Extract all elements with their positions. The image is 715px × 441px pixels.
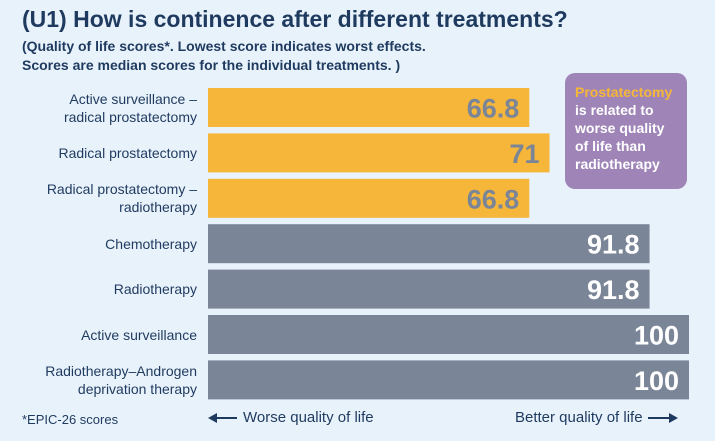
bar-value-label-1: 71 — [509, 139, 539, 169]
category-label-2: Radical prostatectomy – radiotherapy — [46, 181, 197, 216]
category-label-4: Radiotherapy — [113, 281, 197, 298]
bar-value-label-5: 100 — [634, 321, 679, 351]
bar-value-label-6: 100 — [634, 366, 679, 396]
category-label-3: Chemotherapy — [105, 235, 197, 252]
callout-highlight: Prostatectomy — [575, 84, 673, 100]
category-label-5: Active surveillance — [81, 326, 197, 343]
subtitle-line-1: (Quality of life scores*. Lowest score i… — [22, 38, 426, 54]
subtitle-line-2: Scores are median scores for the individ… — [22, 57, 401, 73]
bar-2 — [208, 178, 530, 218]
axis-left-text: Worse quality of life — [243, 409, 374, 426]
category-label-1: Radical prostatectomy — [58, 144, 197, 161]
bar-value-label-2: 66.8 — [467, 184, 520, 214]
axis-better-label: Better quality of life — [515, 409, 678, 426]
chart-title: (U1) How is continence after different t… — [22, 6, 568, 32]
category-label-0: Active surveillance – radical prostatect… — [63, 90, 197, 125]
axis-worse-label: Worse quality of life — [208, 409, 374, 426]
chart-subtitle: (Quality of life scores*. Lowest score i… — [22, 37, 542, 75]
callout-box: Prostatectomy is related to worse qualit… — [565, 73, 687, 189]
bar-1 — [208, 133, 550, 173]
bar-5 — [208, 315, 689, 354]
arrow-right-icon — [647, 412, 678, 423]
category-label-6: Radiotherapy–Androgen deprivation therap… — [45, 362, 197, 397]
footnote: *EPIC-26 scores — [22, 412, 119, 427]
bar-3 — [208, 224, 650, 264]
bar-4 — [208, 269, 650, 309]
bar-value-label-0: 66.8 — [467, 94, 520, 124]
arrow-left-icon — [208, 412, 237, 423]
bar-value-label-3: 91.8 — [587, 230, 640, 260]
bar-value-label-4: 91.8 — [587, 275, 640, 305]
bar-0 — [208, 88, 530, 127]
axis-right-text: Better quality of life — [515, 409, 643, 426]
callout-text: is related to worse quality of life than… — [575, 102, 665, 172]
bar-6 — [208, 360, 689, 400]
